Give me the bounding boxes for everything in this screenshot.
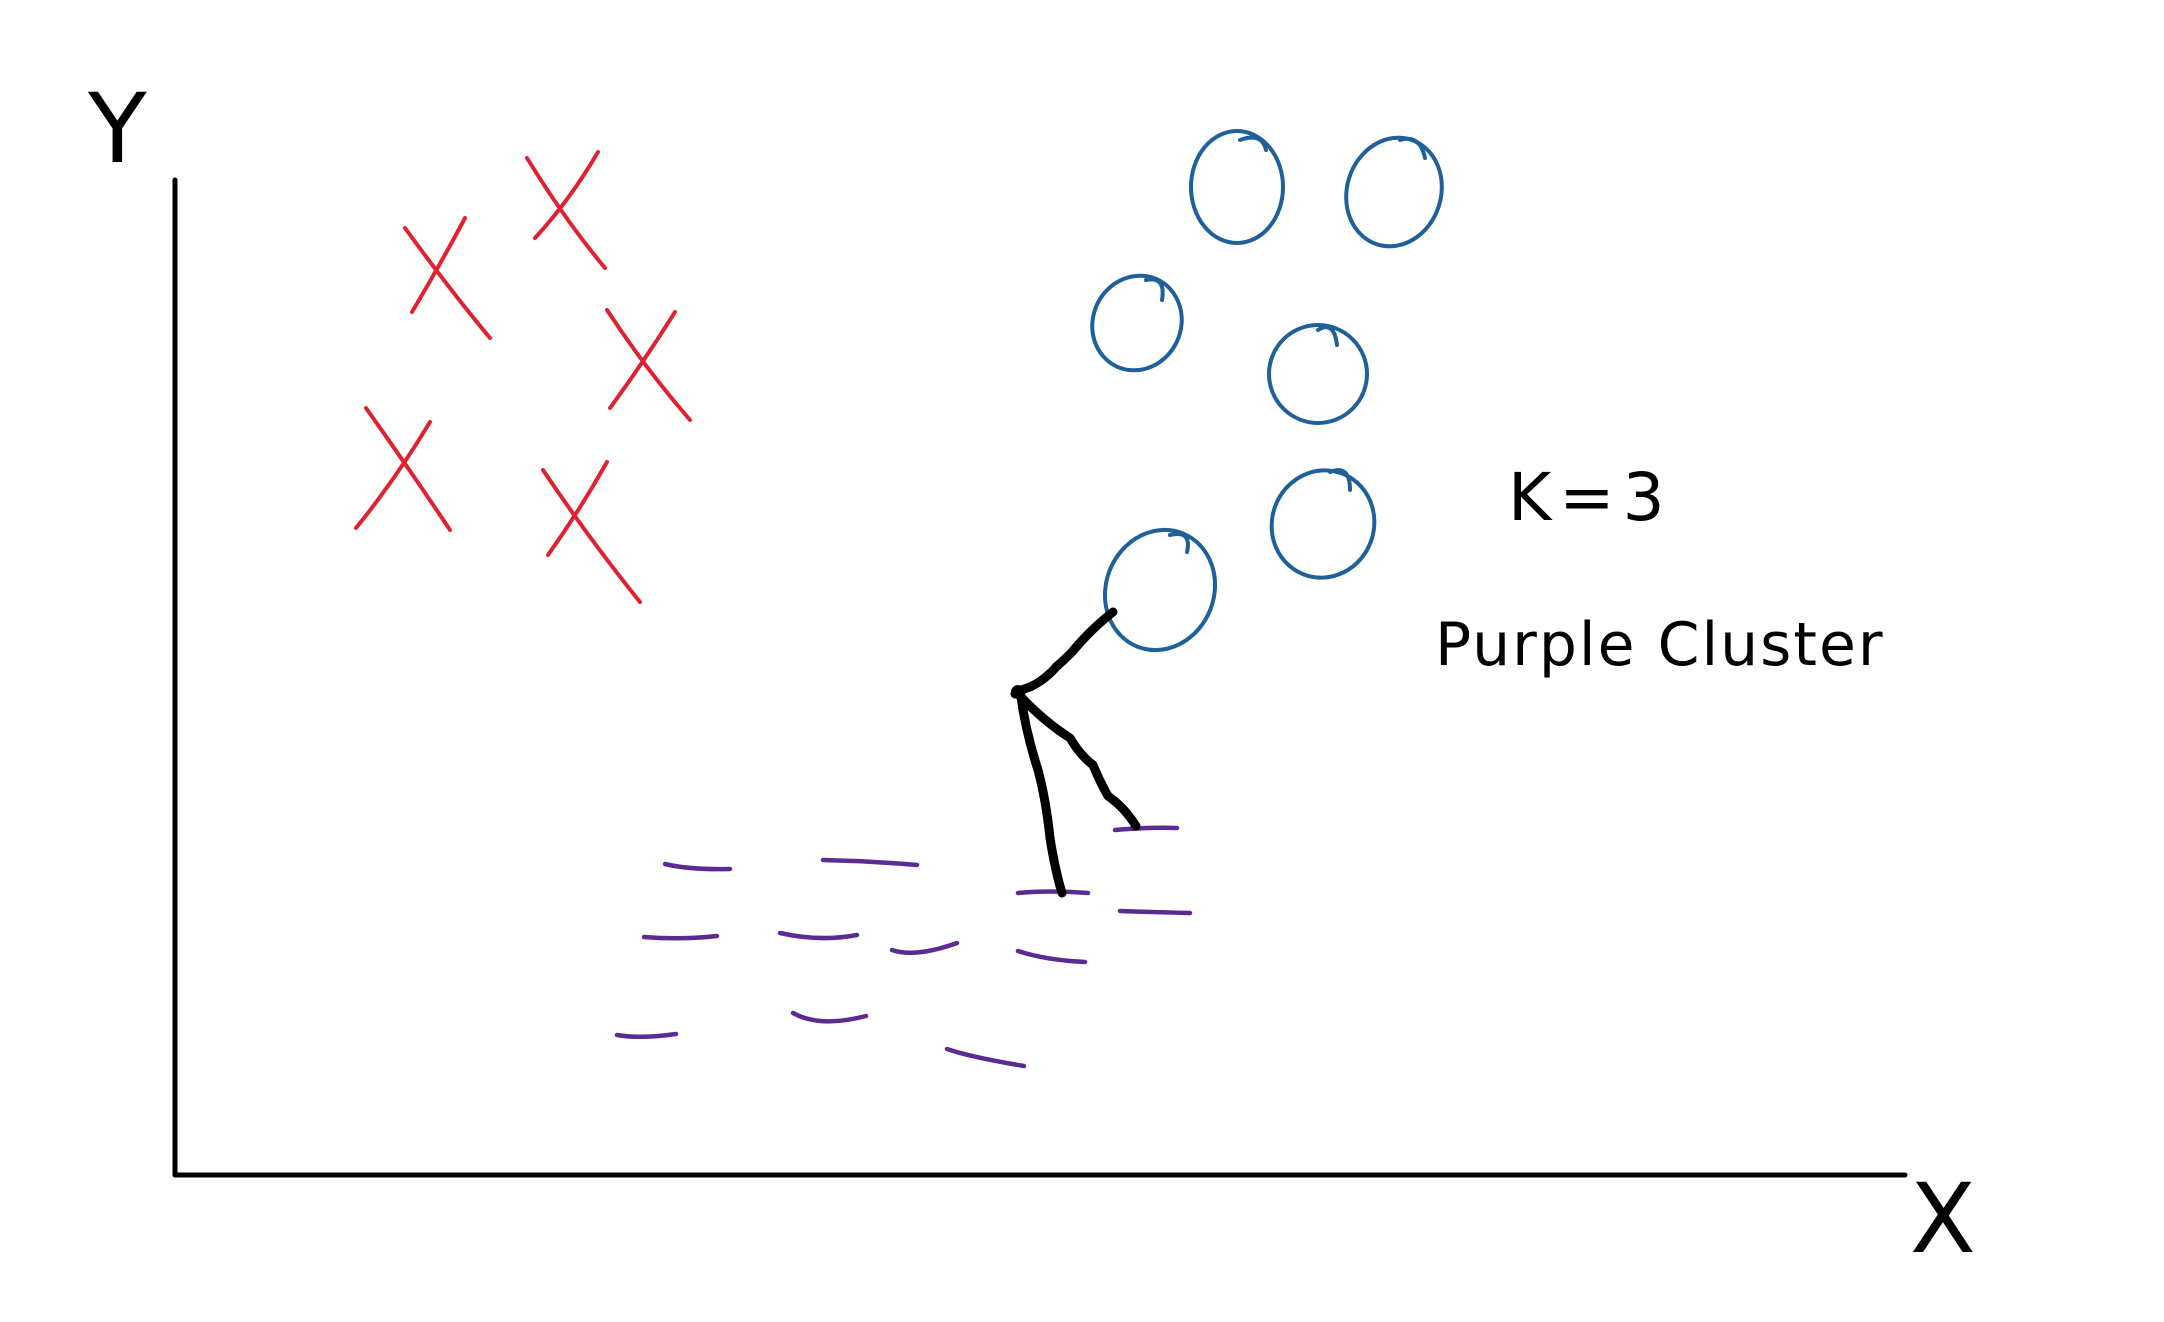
annotation: K=3 Purple Cluster <box>1435 459 1885 680</box>
dash-marker <box>1117 908 1193 916</box>
blue-circle-cluster <box>1090 129 1444 653</box>
circle-marker <box>1090 273 1184 373</box>
dash-marker <box>790 1010 869 1024</box>
axes: Y X <box>87 73 1976 1275</box>
dash-marker <box>1015 889 1091 896</box>
stick-figure-icon <box>1010 607 1141 898</box>
circle-marker <box>1102 527 1218 653</box>
figure-arm <box>1010 607 1118 699</box>
circle-marker <box>1267 323 1369 425</box>
dash-marker <box>777 930 860 941</box>
purple-cluster-label: Purple Cluster <box>1435 610 1885 680</box>
x-marker <box>605 308 692 422</box>
dash-marker <box>1015 948 1088 965</box>
circle-marker <box>1189 129 1285 245</box>
figure-leg-front <box>1017 693 1141 831</box>
dash-marker <box>662 861 733 872</box>
k-value-label: K=3 <box>1508 459 1673 536</box>
circle-marker <box>1344 135 1444 249</box>
x-marker <box>403 216 492 340</box>
dash-marker <box>641 933 720 941</box>
x-axis-label: X <box>1910 1163 1976 1275</box>
dash-marker <box>614 1031 679 1039</box>
dash-marker <box>820 857 920 868</box>
y-axis-label: Y <box>87 73 147 185</box>
red-x-cluster <box>354 150 692 604</box>
figure-head <box>1011 685 1025 699</box>
dash-marker <box>889 940 960 956</box>
dash-marker <box>944 1046 1027 1069</box>
circle-marker <box>1269 468 1377 580</box>
dash-marker <box>1112 825 1180 833</box>
x-marker <box>354 406 452 532</box>
figure-leg-back <box>1015 685 1067 898</box>
x-marker <box>541 460 642 604</box>
purple-dash-cluster <box>614 825 1193 1069</box>
x-marker <box>525 150 607 270</box>
